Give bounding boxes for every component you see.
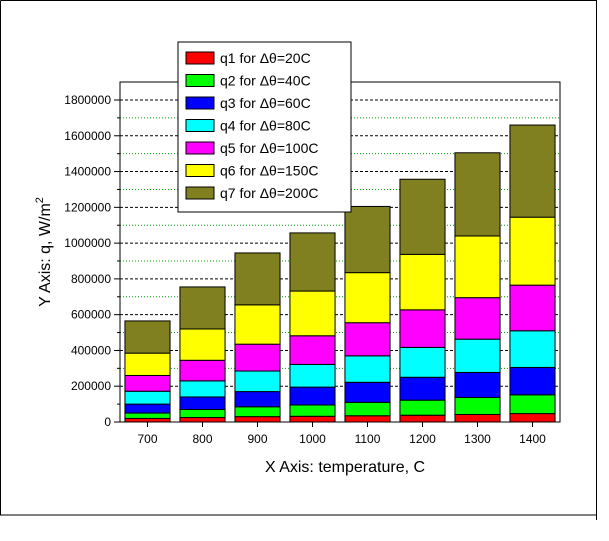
bar-segment-q5 (234, 343, 281, 372)
x-tick-label: 700 (137, 432, 157, 446)
bar-segment-q3 (124, 403, 171, 414)
legend-label-q1: q1 for Δθ=20C (220, 50, 311, 66)
bar-segment-q5 (124, 374, 171, 392)
bar-segment-q7 (234, 252, 281, 306)
bar-segment-q4 (179, 380, 226, 398)
bar-segment-q7 (124, 320, 171, 354)
bar-segment-q3 (344, 381, 391, 403)
legend-swatch-q2 (185, 74, 215, 87)
x-tick-label: 1400 (519, 432, 546, 446)
bar-segment-q6 (179, 328, 226, 361)
y-tick-label: 1600000 (64, 129, 111, 143)
y-tick-label: 1000000 (64, 236, 111, 250)
bar-segment-q1 (234, 416, 281, 423)
y-tick-label: 200000 (71, 379, 111, 393)
bar-segment-q2 (399, 399, 446, 416)
bar-segment-q1 (399, 414, 446, 423)
legend-label-q5: q5 for Δθ=100C (220, 140, 318, 156)
y-tick-label: 1400000 (64, 165, 111, 179)
bar-segment-q4 (399, 346, 446, 378)
bar-segment-q5 (289, 335, 336, 365)
bar-segment-q4 (454, 338, 501, 373)
x-tick-label: 900 (247, 432, 267, 446)
bar-segment-q7 (344, 205, 391, 274)
legend-swatch-q6 (185, 164, 215, 177)
bars (124, 124, 556, 423)
legend-label-q3: q3 for Δθ=60C (220, 95, 311, 111)
y-axis-title: Y Axis: q, W/m2 (34, 197, 54, 307)
bar-segment-q4 (124, 390, 171, 405)
panel-border (0, 0, 597, 520)
y-tick-label: 800000 (71, 272, 111, 286)
bar-segment-q4 (234, 370, 281, 393)
y-axis-title-text: Y Axis: q, W/m (37, 203, 54, 307)
x-tick-label: 1300 (464, 432, 491, 446)
bar-segment-q6 (234, 304, 281, 345)
legend: q1 for Δθ=20C q2 for Δθ=40C q3 for Δθ=60C q… (177, 41, 352, 213)
bar-segment-q5 (509, 284, 556, 332)
x-tick-label: 1000 (299, 432, 326, 446)
bar-segment-q4 (509, 330, 556, 368)
x-axis-title: X Axis: temperature, C (265, 459, 425, 476)
bar-segment-q4 (344, 355, 391, 383)
bar-segment-q3 (509, 366, 556, 396)
bar-segment-q4 (289, 363, 336, 388)
x-tick-label: 1200 (409, 432, 436, 446)
bar-segment-q2 (289, 404, 336, 417)
legend-swatch-q3 (185, 96, 215, 110)
bar-segment-q2 (454, 396, 501, 415)
bar-segment-q3 (234, 391, 281, 408)
bar-segment-q3 (454, 371, 501, 398)
bar-segment-q6 (124, 352, 171, 376)
bar-segment-q7 (509, 124, 556, 218)
legend-label-q6: q6 for Δθ=150C (220, 163, 318, 179)
bar-segment-q2 (344, 401, 391, 417)
bar-segment-q6 (509, 216, 556, 286)
y-tick-label: 0 (104, 415, 111, 429)
axes: 0 200000 400000 600000 800000 1000000 1200000 1… (64, 93, 546, 446)
bar-segment-q7 (399, 178, 446, 255)
legend-label-q4: q4 for Δθ=80C (220, 118, 311, 134)
bar-segment-q6 (344, 272, 391, 324)
legend-swatch-q5 (185, 141, 215, 155)
bar-segment-q5 (454, 297, 501, 340)
bar-segment-q1 (344, 415, 391, 423)
bar-segment-q5 (399, 309, 446, 348)
bar-segment-q1 (124, 417, 171, 423)
bar-segment-q7 (179, 286, 226, 330)
bar-segment-q6 (289, 290, 336, 337)
y-axis-title-superscript: 2 (34, 197, 46, 203)
bar-segment-q3 (399, 376, 446, 401)
bar-segment-q1 (509, 413, 556, 423)
bar-segment-q7 (454, 152, 501, 237)
y-tick-label: 1200000 (64, 200, 111, 214)
bar-segment-q2 (124, 412, 171, 419)
bar-segment-q1 (179, 417, 226, 423)
x-tick-label: 1100 (355, 432, 381, 446)
bar-segment-q5 (179, 359, 226, 382)
y-tick-label: 1800000 (64, 93, 111, 107)
legend-swatch-q4 (185, 119, 215, 132)
bar-segment-q5 (344, 322, 391, 357)
bar-segment-q2 (509, 394, 556, 415)
x-tick-label: 800 (192, 432, 212, 446)
bar-segment-q1 (289, 415, 336, 423)
bar-segment-q7 (289, 232, 336, 292)
bar-segment-q3 (289, 386, 336, 406)
y-tick-label: 400000 (71, 343, 111, 357)
bar-segment-q6 (454, 235, 501, 299)
legend-swatch-q1 (185, 51, 215, 65)
bar-segment-q6 (399, 253, 446, 311)
legend-label-q7: q7 for Δθ=200C (220, 185, 318, 201)
legend-label-q2: q2 for Δθ=40C (220, 73, 311, 89)
bar-segment-q2 (234, 406, 281, 418)
y-tick-label: 600000 (71, 308, 111, 322)
legend-swatch-q7 (185, 186, 215, 200)
bar-segment-q1 (454, 413, 501, 423)
bar-segment-q2 (179, 408, 226, 419)
bar-segment-q3 (179, 396, 226, 410)
